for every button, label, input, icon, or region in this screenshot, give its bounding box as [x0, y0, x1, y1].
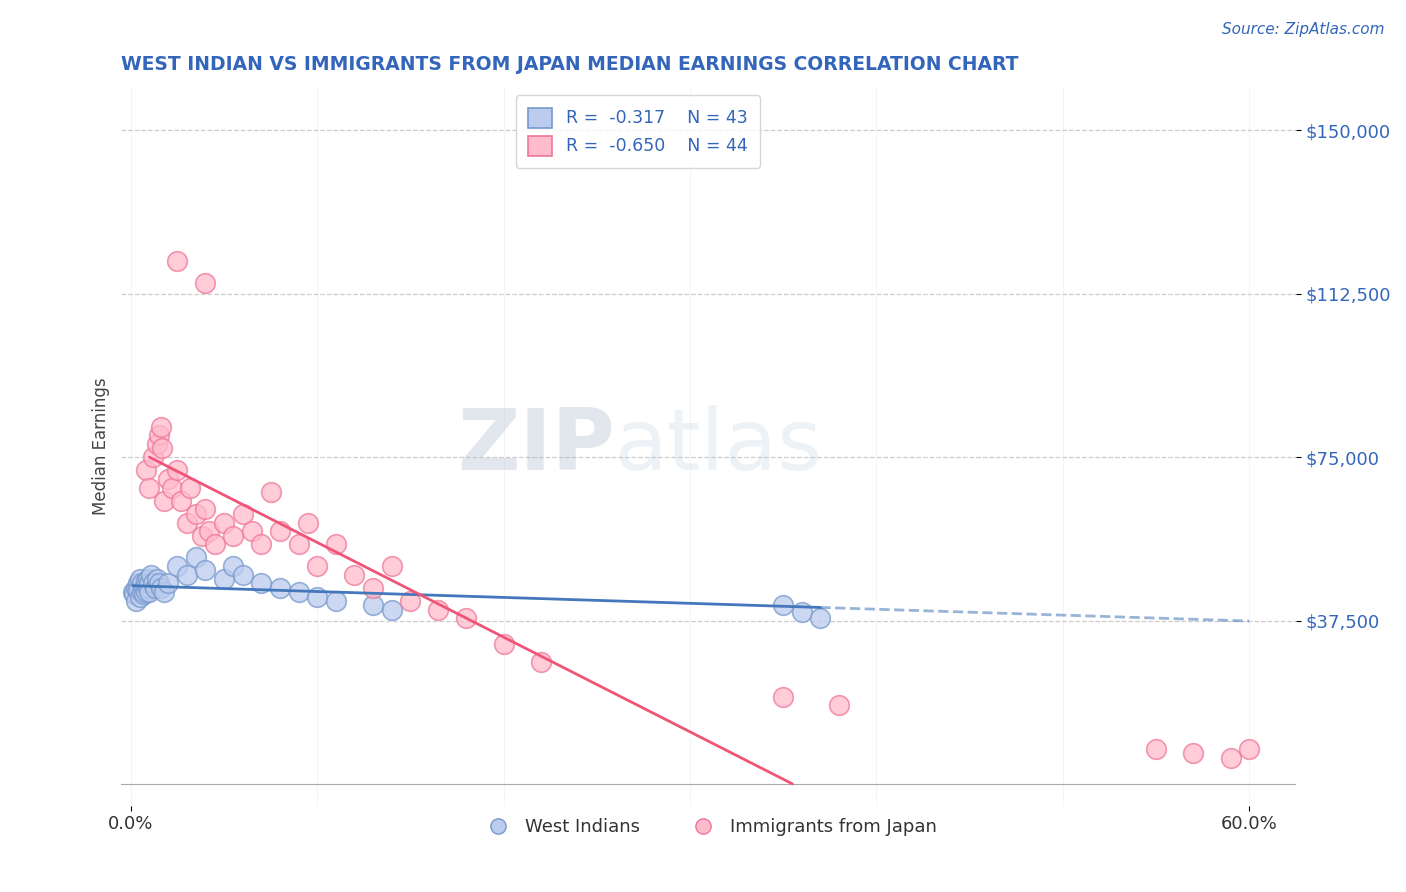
Text: Source: ZipAtlas.com: Source: ZipAtlas.com [1222, 22, 1385, 37]
Point [138, 585, 160, 599]
Point [142, 576, 165, 591]
Point [1182, 747, 1205, 761]
Point [125, 581, 148, 595]
Point [143, 581, 166, 595]
Point [136, 572, 159, 586]
Point [194, 563, 217, 577]
Point [135, 574, 157, 589]
Point [828, 698, 851, 713]
Point [146, 572, 169, 586]
Point [240, 524, 263, 539]
Text: ZIP: ZIP [457, 405, 614, 488]
Point [184, 507, 207, 521]
Point [222, 528, 245, 542]
Point [343, 567, 366, 582]
Point [456, 611, 478, 625]
Point [772, 599, 794, 613]
Text: WEST INDIAN VS IMMIGRANTS FROM JAPAN MEDIAN EARNINGS CORRELATION CHART: WEST INDIAN VS IMMIGRANTS FROM JAPAN MED… [121, 55, 1019, 74]
Point [170, 493, 193, 508]
Point [212, 572, 235, 586]
Point [530, 655, 553, 669]
Point [307, 590, 329, 604]
Point [149, 419, 172, 434]
Point [269, 581, 291, 595]
Point [259, 485, 281, 500]
Y-axis label: Median Earnings: Median Earnings [93, 377, 110, 515]
Point [184, 550, 207, 565]
Point [194, 502, 217, 516]
Point [129, 572, 152, 586]
Point [222, 559, 245, 574]
Point [325, 537, 347, 551]
Point [176, 567, 198, 582]
Point [190, 528, 212, 542]
Point [135, 585, 157, 599]
Point [287, 585, 309, 599]
Point [131, 585, 153, 599]
Point [232, 567, 254, 582]
Point [149, 581, 172, 595]
Point [287, 537, 309, 551]
Point [269, 524, 291, 539]
Point [250, 576, 273, 591]
Point [142, 450, 165, 464]
Point [127, 576, 149, 591]
Point [166, 559, 188, 574]
Point [212, 516, 235, 530]
Point [772, 690, 794, 704]
Point [198, 524, 221, 539]
Point [232, 507, 254, 521]
Point [361, 599, 384, 613]
Point [307, 559, 329, 574]
Point [810, 611, 832, 625]
Point [1144, 742, 1167, 756]
Point [153, 585, 176, 599]
Point [427, 602, 450, 616]
Text: atlas: atlas [614, 405, 823, 488]
Point [179, 481, 201, 495]
Point [157, 472, 180, 486]
Point [399, 594, 422, 608]
Point [138, 481, 160, 495]
Point [148, 428, 170, 442]
Legend: West Indians, Immigrants from Japan: West Indians, Immigrants from Japan [472, 811, 945, 844]
Point [166, 463, 188, 477]
Point [135, 463, 157, 477]
Point [121, 585, 143, 599]
Point [148, 576, 170, 591]
Point [381, 559, 404, 574]
Point [136, 581, 159, 595]
Point [250, 537, 273, 551]
Point [381, 602, 404, 616]
Point [1219, 751, 1241, 765]
Point [131, 576, 153, 591]
Point [297, 516, 319, 530]
Point [132, 581, 155, 595]
Point [361, 581, 384, 595]
Point [160, 481, 183, 495]
Point [790, 605, 813, 619]
Point [176, 516, 198, 530]
Point [141, 567, 163, 582]
Point [1237, 742, 1260, 756]
Point [146, 437, 169, 451]
Point [194, 276, 217, 290]
Point [325, 594, 347, 608]
Point [166, 254, 188, 268]
Point [129, 590, 152, 604]
Point [153, 493, 176, 508]
Point [157, 576, 180, 591]
Point [132, 587, 155, 601]
Point [492, 638, 515, 652]
Point [152, 442, 174, 456]
Point [138, 576, 160, 591]
Point [125, 594, 148, 608]
Point [204, 537, 226, 551]
Point [127, 582, 149, 597]
Point [124, 587, 146, 601]
